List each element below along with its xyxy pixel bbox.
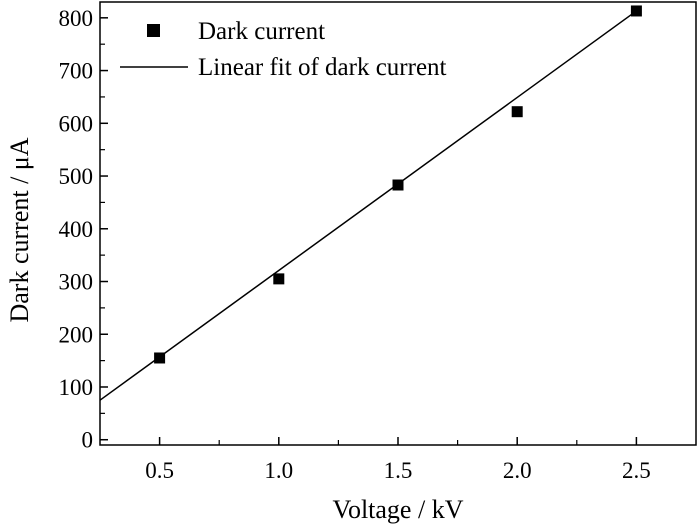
y-tick-label: 0 — [82, 428, 94, 453]
y-tick-label: 300 — [59, 270, 94, 295]
x-tick-label: 1.5 — [384, 458, 413, 483]
data-point — [154, 352, 166, 364]
x-axis-title: Voltage / kV — [333, 495, 464, 524]
y-tick-label: 700 — [59, 59, 94, 84]
y-tick-label: 600 — [59, 111, 94, 136]
x-axis-ticks: 0.5 1.0 1.5 2.0 2.5 — [145, 437, 651, 483]
fit-line-layer — [99, 10, 637, 401]
data-point — [511, 106, 523, 118]
y-tick-label: 100 — [59, 375, 94, 400]
legend: Dark current Linear fit of dark current — [120, 18, 447, 81]
x-tick-label: 2.5 — [622, 458, 651, 483]
x-tick-label: 0.5 — [145, 458, 174, 483]
y-tick-label: 400 — [59, 217, 94, 242]
y-tick-label: 500 — [59, 164, 94, 189]
legend-label-linear-fit: Linear fit of dark current — [198, 54, 447, 81]
y-axis-ticks: 0 100 200 300 400 500 600 700 800 — [59, 6, 108, 453]
x-tick-label: 2.0 — [503, 458, 532, 483]
data-point — [630, 5, 642, 17]
y-tick-label: 200 — [59, 322, 94, 347]
data-point — [273, 273, 285, 285]
data-points-layer — [154, 5, 642, 364]
y-axis-title: Dark current / μA — [5, 137, 34, 322]
data-point — [392, 179, 404, 191]
y-tick-label: 800 — [59, 6, 94, 31]
x-tick-label: 1.0 — [264, 458, 293, 483]
linear-fit-line — [99, 10, 637, 401]
legend-label-dark-current: Dark current — [198, 18, 325, 45]
legend-marker-dark-current — [147, 24, 160, 37]
